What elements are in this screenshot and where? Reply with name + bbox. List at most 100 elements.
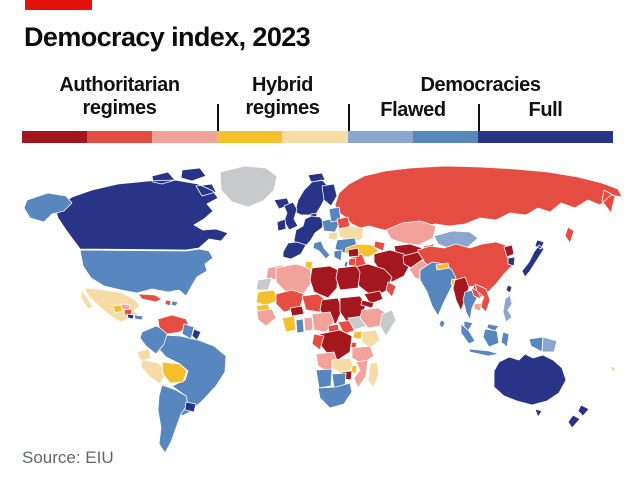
country-peru — [140, 359, 168, 385]
legend-label-hybrid-line2: regimes — [245, 97, 320, 119]
country-russia — [334, 165, 623, 244]
colorbar-segment-auth_dark — [22, 131, 87, 143]
country-new-zealand — [567, 404, 590, 429]
country-uruguay — [184, 401, 197, 413]
country-usa — [79, 248, 214, 297]
legend-label-authoritarian-line2: regimes — [82, 97, 157, 119]
legend-tick-1 — [217, 104, 219, 131]
country-tunisia — [304, 260, 314, 271]
legend-label-democracies: Democracies — [420, 74, 541, 96]
country-panama — [133, 314, 144, 321]
country-ireland — [276, 218, 287, 232]
country-vietnam — [474, 283, 491, 313]
country-kenya — [361, 329, 381, 349]
region-guinea — [256, 308, 277, 327]
colorbar-segment-flawed_light — [348, 131, 413, 143]
region-iberia — [282, 241, 307, 260]
colorbar-segment-auth_mid — [87, 131, 152, 143]
country-cambodia — [473, 302, 483, 312]
region-togo-benin — [303, 316, 314, 332]
region-caucasus — [373, 240, 386, 252]
country-italy — [312, 240, 331, 260]
legend-tick-2 — [348, 104, 350, 131]
country-alaska — [23, 192, 73, 223]
country-ivory-coast — [281, 315, 297, 333]
country-mozambique — [353, 359, 369, 389]
country-mongolia — [433, 230, 479, 250]
country-uk — [283, 201, 299, 231]
chart-title: Democracy index, 2023 — [24, 22, 311, 52]
country-nepal — [435, 262, 450, 271]
country-mauritania — [255, 289, 279, 307]
colorbar-segment-full — [478, 131, 613, 143]
country-jordan — [347, 257, 357, 267]
country-malawi — [350, 364, 358, 375]
country-south-africa — [317, 382, 353, 409]
country-scandinavia — [294, 172, 329, 216]
country-laos — [470, 287, 482, 300]
country-cuba — [137, 293, 163, 303]
country-eritrea — [360, 299, 375, 309]
colorbar-segment-auth_light — [152, 131, 217, 143]
region-congo-gabon — [311, 333, 325, 351]
legend-label-authoritarian-line1: Authoritarian — [59, 74, 180, 96]
colorbar-segment-hybrid_dark — [217, 131, 282, 143]
country-guatemala — [112, 304, 124, 314]
country-hungary — [327, 231, 339, 241]
country-haiti — [164, 299, 172, 307]
legend-label-authoritarian: Authoritarian regimes — [22, 74, 217, 120]
legend-label-hybrid: Hybrid regimes — [217, 74, 348, 120]
country-ghana — [295, 318, 305, 334]
country-syria — [347, 247, 360, 258]
country-algeria — [275, 263, 313, 297]
country-kazakhstan — [385, 220, 437, 246]
country-dominican-republic — [170, 300, 179, 307]
legend-tick-3 — [478, 104, 480, 131]
country-oman — [385, 281, 397, 298]
country-yemen — [363, 290, 384, 305]
country-canada — [54, 167, 229, 251]
country-myanmar — [452, 276, 470, 312]
legend: Authoritarian regimes Hybrid regimes Dem… — [0, 0, 636, 150]
country-indonesia — [460, 323, 544, 357]
legend-label-hybrid-line1: Hybrid — [252, 74, 313, 96]
country-french-guiana — [191, 328, 202, 341]
country-papua-new-guinea — [541, 336, 558, 353]
country-ecuador — [136, 348, 152, 362]
country-australia — [493, 353, 567, 418]
country-malaysia — [463, 320, 500, 332]
legend-label-flawed: Flawed — [380, 99, 446, 121]
country-western-sahara — [255, 277, 273, 291]
country-finland — [321, 183, 338, 207]
country-libya — [309, 265, 339, 299]
country-south-korea — [507, 256, 516, 267]
country-taiwan — [505, 284, 513, 294]
country-madagascar — [367, 361, 380, 389]
country-greenland — [219, 165, 278, 208]
colorbar-segment-hybrid_light — [282, 131, 348, 143]
legend-colorbar — [22, 131, 613, 143]
country-uganda — [352, 330, 363, 340]
country-namibia — [315, 368, 333, 389]
country-guyana-suriname — [181, 323, 195, 340]
country-bolivia — [161, 361, 188, 384]
country-costa-rica — [126, 313, 135, 320]
country-north-korea — [503, 244, 515, 258]
colorbar-segment-flawed_dark — [413, 131, 478, 143]
country-fiji — [609, 365, 617, 374]
source-label: Source: EIU — [22, 448, 114, 467]
brand-tag — [25, 0, 92, 10]
country-egypt — [335, 265, 361, 291]
country-burkina-faso — [289, 305, 305, 317]
country-somalia — [379, 309, 397, 337]
country-ukraine — [337, 225, 365, 244]
country-argentina-chile — [157, 384, 189, 454]
country-philippines — [502, 294, 513, 323]
country-colombia — [139, 325, 169, 355]
country-greece — [333, 249, 343, 262]
country-japan — [521, 239, 545, 278]
country-sri-lanka — [438, 319, 446, 329]
legend-label-full: Full — [528, 99, 563, 121]
